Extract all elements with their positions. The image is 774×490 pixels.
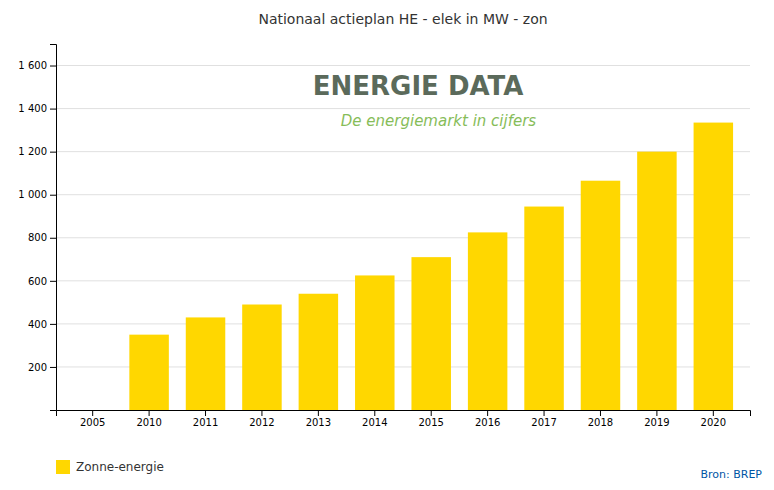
x-tick-label: 2015: [418, 417, 443, 428]
y-tick: 1 200: [18, 146, 56, 157]
x-tick-label: 2014: [362, 417, 387, 428]
bar: [355, 275, 394, 410]
watermark: ENERGIE DATA: [313, 71, 524, 101]
x-tick: 2016: [475, 410, 500, 428]
marks: [129, 123, 733, 410]
y-axis: 200 400 600 800 1 000 1 200 1 400 1 600: [18, 45, 56, 411]
x-tick: 2013: [306, 410, 331, 428]
y-tick: 200: [28, 362, 56, 373]
x-tick-label: 2011: [193, 417, 218, 428]
bar: [524, 207, 563, 410]
x-tick: 2012: [249, 410, 274, 428]
x-tick-label: 2019: [644, 417, 669, 428]
x-tick-label: 2016: [475, 417, 500, 428]
bar-series: [129, 123, 733, 410]
chart: 200 400 600 800 1 000 1 200 1 400 1 600 2005 2010…: [0, 0, 774, 490]
x-tick-mark: [92, 410, 93, 416]
x-tick: 2014: [362, 410, 387, 428]
y-tick-label: 1 600: [18, 60, 47, 71]
x-tick-mark: [261, 410, 262, 416]
y-tick-mark: [50, 109, 56, 110]
y-tick-mark: [50, 281, 56, 282]
x-tick-label: 2020: [701, 417, 726, 428]
x-tick-mark: [318, 410, 319, 416]
title: Nationaal actieplan HE - elek in MW - zo…: [258, 11, 547, 27]
y-tick-mark: [50, 324, 56, 325]
legend: Zonne-energie: [56, 460, 164, 475]
x-axis: 2005 2010 2011 2012 2013 2014 2015 2016 2017 2018…: [57, 410, 751, 428]
x-tick-mark: [374, 410, 375, 416]
y-tick: 800: [28, 232, 56, 243]
bar: [581, 181, 620, 410]
y-tick-label: 400: [28, 319, 47, 330]
x-tick: 2020: [701, 410, 726, 428]
legend-label: Zonne-energie: [76, 460, 164, 474]
x-tick-label: 2017: [531, 417, 556, 428]
bar: [468, 232, 507, 410]
y-tick: 1 600: [18, 60, 56, 71]
x-tick-label: 2013: [306, 417, 331, 428]
bar: [299, 294, 338, 410]
y-tick-label: 1 000: [18, 189, 47, 200]
y-tick-mark: [50, 66, 56, 67]
y-tick-mark: [50, 238, 56, 239]
x-tick-mark: [431, 410, 432, 416]
grid-line: [56, 65, 750, 66]
x-tick-mark: [656, 410, 657, 416]
x-tick-mark: [544, 410, 545, 416]
plot: 200 400 600 800 1 000 1 200 1 400 1 600 2005 2010…: [18, 45, 750, 429]
y-tick-label: 1 400: [18, 103, 47, 114]
legend-item: Zonne-energie: [56, 460, 164, 475]
bar: [129, 335, 168, 410]
x-tick-mark: [487, 410, 488, 416]
x-tick: 2010: [136, 410, 161, 428]
x-tick-mark: [205, 410, 206, 416]
watermark-subtext: De energiemarkt in cijfers: [341, 112, 537, 130]
x-tick: 2017: [531, 410, 556, 428]
x-tick-mark: [600, 410, 601, 416]
y-tick: 600: [28, 276, 56, 287]
x-tick: 2018: [588, 410, 613, 428]
x-tick-label: 2005: [80, 417, 105, 428]
bar: [242, 305, 281, 410]
bar: [694, 123, 733, 410]
y-tick-label: 600: [28, 276, 47, 287]
y-tick-label: 200: [28, 362, 47, 373]
y-tick: 400: [28, 319, 56, 330]
y-tick-mark: [50, 195, 56, 196]
y-tick-label: 1 200: [18, 146, 47, 157]
x-tick-label: 2010: [136, 417, 161, 428]
y-tick-label: 800: [28, 232, 47, 243]
bar: [186, 317, 225, 410]
x-tick: 2005: [80, 410, 105, 428]
x-tick-mark: [149, 410, 150, 416]
y-tick-mark: [50, 367, 56, 368]
x-tick-label: 2018: [588, 417, 613, 428]
bar: [73, 410, 112, 411]
x-tick: 2019: [644, 410, 669, 428]
y-tick-mark: [50, 152, 56, 153]
y-tick: 1 000: [18, 189, 56, 200]
source: Bron: BREP: [700, 468, 762, 481]
grid-line: [56, 108, 750, 109]
x-tick-label: 2012: [249, 417, 274, 428]
bar: [411, 257, 450, 410]
x-axis-line: [57, 411, 751, 417]
legend-swatch: [56, 460, 70, 474]
y-tick: 1 400: [18, 103, 56, 114]
x-tick-mark: [713, 410, 714, 416]
x-tick: 2011: [193, 410, 218, 428]
y-axis-line: [50, 45, 57, 411]
bar: [637, 152, 676, 410]
x-tick: 2015: [418, 410, 443, 428]
